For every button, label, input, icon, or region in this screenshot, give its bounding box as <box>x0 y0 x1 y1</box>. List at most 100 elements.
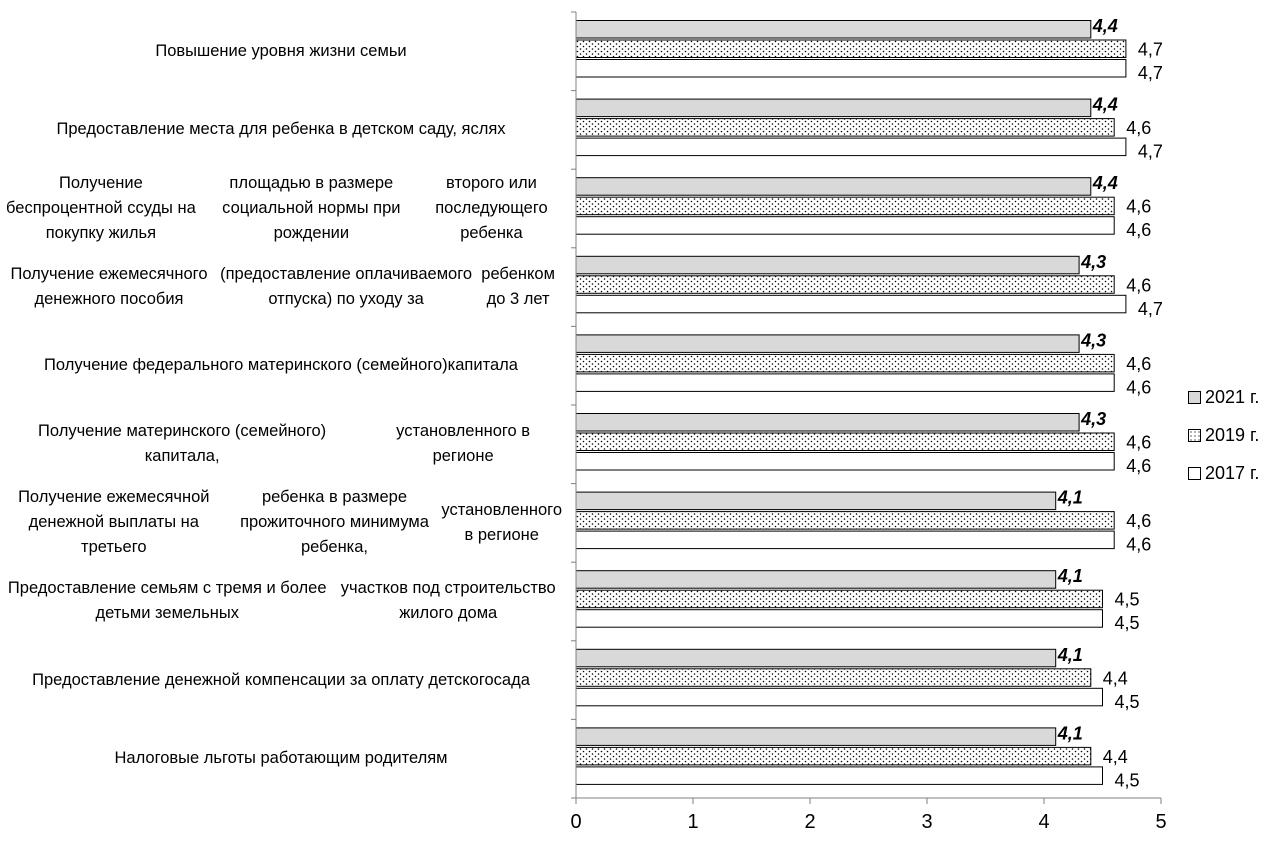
bar-2017-2 <box>575 216 1115 235</box>
bar-2017-7 <box>575 609 1103 628</box>
value-label: 4,4 <box>1092 16 1118 36</box>
category-label-line: второго или последующего ребенка <box>435 173 548 242</box>
x-tick-label: 3 <box>921 811 932 833</box>
category-label-line: (предоставление оплачиваемого отпуска) п… <box>220 265 473 309</box>
bar-2019-6 <box>575 511 1115 530</box>
category-label-line: ребенком до 3 лет <box>481 265 555 309</box>
value-label: 4,4 <box>1092 173 1118 193</box>
value-label: 4,4 <box>1103 668 1128 688</box>
legend-item: 2019 г. <box>1188 416 1288 454</box>
bar-2021-2 <box>575 177 1092 196</box>
x-tick-label: 0 <box>570 811 581 833</box>
bar-2021-3 <box>575 255 1080 275</box>
legend-label: 2021 г. <box>1205 386 1260 407</box>
value-label: 4,6 <box>1126 535 1151 555</box>
value-label: 4,6 <box>1126 197 1151 217</box>
category-label-line: Получение беспроцентной ссуды на покупку… <box>6 173 196 242</box>
category-label: Предоставление места для ребенка в детск… <box>0 91 562 170</box>
value-label: 4,6 <box>1126 354 1151 374</box>
category-label-line: установленного в регионе <box>396 422 531 466</box>
value-label: 4,6 <box>1126 433 1151 453</box>
value-label: 4,5 <box>1115 770 1140 790</box>
bar-2021-9 <box>575 727 1057 746</box>
bar-2021-6 <box>575 491 1057 511</box>
value-label: 4,6 <box>1126 456 1151 476</box>
category-label-line: Получение материнского (семейного) капит… <box>38 422 327 466</box>
category-label: Получение беспроцентной ссуды на покупку… <box>0 169 562 248</box>
x-tick-label: 4 <box>1038 811 1049 833</box>
bar-2019-9 <box>575 746 1092 766</box>
value-label: 4,5 <box>1115 692 1140 712</box>
category-label-line: Повышение уровня жизни семьи <box>155 41 407 60</box>
category-label: Налоговые льготы работающим родителям <box>0 719 562 798</box>
bar-2019-8 <box>575 668 1092 687</box>
bar-2021-5 <box>575 413 1080 432</box>
value-label: 4,7 <box>1138 299 1163 319</box>
bar-2021-1 <box>575 98 1092 118</box>
bar-2019-1 <box>575 118 1115 137</box>
legend-label: 2017 г. <box>1205 462 1260 483</box>
bar-2017-5 <box>575 452 1115 471</box>
value-label: 4,3 <box>1080 409 1106 429</box>
value-label: 4,6 <box>1126 118 1151 138</box>
category-label-line: Предоставление денежной компенсации за о… <box>32 670 494 689</box>
value-label: 4,7 <box>1138 40 1163 60</box>
bar-2017-4 <box>575 373 1115 392</box>
value-label: 4,5 <box>1115 590 1140 610</box>
category-label-line: Предоставление семьям с тремя и более де… <box>7 579 327 623</box>
bar-2019-7 <box>575 589 1103 609</box>
category-label-line: площадью в размере социальной нормы при … <box>222 173 401 242</box>
value-label: 4,4 <box>1092 95 1118 115</box>
category-label-line: капитала <box>447 356 518 375</box>
value-label: 4,1 <box>1057 723 1083 743</box>
legend-item: 2021 г. <box>1188 378 1288 416</box>
bar-2017-9 <box>575 766 1103 785</box>
category-label: Предоставление семьям с тремя и более де… <box>0 562 562 641</box>
value-label: 4,3 <box>1080 330 1106 350</box>
bar-2019-5 <box>575 432 1115 451</box>
value-label: 4,1 <box>1057 488 1083 508</box>
category-label-line: ребенка в размере прожиточного минимума … <box>240 488 429 557</box>
legend-swatch <box>1188 466 1201 480</box>
category-label: Получение ежемесячного денежного пособия… <box>0 248 562 327</box>
value-label: 4,6 <box>1126 275 1151 295</box>
category-label: Получение ежемесячной денежной выплаты н… <box>0 484 562 563</box>
bar-2019-4 <box>575 353 1115 373</box>
category-label-line: сада <box>493 670 530 689</box>
bar-2019-3 <box>575 275 1115 294</box>
category-label: Получение материнского (семейного) капит… <box>0 405 562 484</box>
x-tick-label: 2 <box>804 811 815 833</box>
value-label: 4,4 <box>1103 747 1128 767</box>
category-label-line: Получение ежемесячного денежного пособия <box>10 265 208 309</box>
bar-2017-1 <box>575 137 1127 157</box>
bar-2021-7 <box>575 570 1057 589</box>
bar-2017-8 <box>575 687 1103 707</box>
bar-2017-3 <box>575 294 1127 314</box>
bar-2017-0 <box>575 59 1127 78</box>
bar-2021-8 <box>575 648 1057 668</box>
bar-2019-2 <box>575 196 1115 216</box>
category-label: Предоставление денежной компенсации за о… <box>0 641 562 720</box>
value-label: 4,5 <box>1115 613 1140 633</box>
legend-item: 2017 г. <box>1188 454 1288 492</box>
category-label: Повышение уровня жизни семьи <box>0 12 562 91</box>
value-label: 4,7 <box>1138 63 1163 83</box>
category-label-line: Получение федерального материнского (сем… <box>44 356 448 375</box>
value-label: 4,6 <box>1126 220 1151 240</box>
x-tick-label: 1 <box>687 811 698 833</box>
bar-2021-4 <box>575 334 1080 353</box>
value-label: 4,6 <box>1126 511 1151 531</box>
bar-2019-0 <box>575 39 1127 58</box>
x-tick-label: 5 <box>1155 811 1166 833</box>
category-label: Получение федерального материнского (сем… <box>0 326 562 405</box>
chart-legend: 2021 г. 2019 г. 2017 г. <box>1188 378 1288 492</box>
value-label: 4,7 <box>1138 142 1163 162</box>
legend-swatch <box>1188 390 1201 404</box>
value-label: 4,6 <box>1126 377 1151 397</box>
value-label: 4,1 <box>1057 566 1083 586</box>
category-label-line: Предоставление места для ребенка в детск… <box>56 120 506 139</box>
category-label-line: участков под строительство жилого дома <box>340 579 556 623</box>
bar-2021-0 <box>575 20 1092 39</box>
category-label-line: Налоговые льготы работающим родителям <box>114 749 448 768</box>
